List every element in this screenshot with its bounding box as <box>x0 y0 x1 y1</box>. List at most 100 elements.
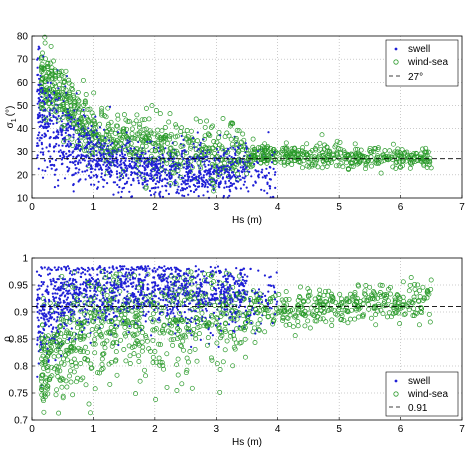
swell-point <box>198 170 201 173</box>
swell-point <box>130 183 133 186</box>
wind-sea-point <box>212 302 218 308</box>
swell-point <box>166 291 170 294</box>
swell-point <box>164 171 167 174</box>
swell-point <box>137 279 140 282</box>
swell-point <box>85 156 88 159</box>
wind-sea-point <box>157 111 163 117</box>
wind-sea-point <box>99 136 105 142</box>
wind-sea-point <box>45 363 51 369</box>
swell-point <box>53 186 57 189</box>
swell-point <box>129 278 132 281</box>
swell-point <box>146 158 150 161</box>
wind-sea-point <box>408 160 414 166</box>
swell-point <box>38 111 41 115</box>
swell-point <box>84 170 87 173</box>
swell-point <box>125 169 128 172</box>
wind-sea-point <box>142 137 148 143</box>
swell-point <box>40 95 43 98</box>
swell-point <box>41 332 44 335</box>
swell-point <box>126 139 129 142</box>
wind-sea-point <box>99 289 105 295</box>
swell-point <box>59 301 62 304</box>
wind-sea-point <box>68 379 74 385</box>
wind-sea-point <box>227 293 233 299</box>
wind-sea-point <box>68 331 74 337</box>
wind-sea-point <box>238 144 244 150</box>
swell-point <box>61 112 64 115</box>
wind-sea-point <box>109 318 115 324</box>
wind-sea-point <box>236 128 242 134</box>
swell-point <box>215 292 218 295</box>
swell-point <box>271 153 274 157</box>
swell-point <box>263 274 266 277</box>
wind-sea-point <box>319 153 325 159</box>
swell-point <box>84 115 87 118</box>
swell-point <box>167 289 170 292</box>
wind-sea-point <box>69 86 75 92</box>
swell-point <box>98 126 102 129</box>
wind-sea-point <box>262 329 268 335</box>
swell-point <box>87 160 90 163</box>
wind-sea-point <box>59 95 65 101</box>
swell-point <box>203 163 206 166</box>
swell-point <box>75 280 78 283</box>
swell-point <box>57 114 60 118</box>
wind-sea-point <box>215 146 221 152</box>
swell-point <box>80 272 83 275</box>
swell-point <box>62 327 66 330</box>
wind-sea-point <box>131 121 137 127</box>
wind-sea-point <box>314 157 320 163</box>
wind-sea-point <box>71 94 77 100</box>
swell-point <box>241 298 244 301</box>
swell-point <box>69 153 72 156</box>
swell-point <box>108 277 111 280</box>
swell-point <box>141 306 144 309</box>
swell-point <box>266 192 269 195</box>
wind-sea-point <box>390 141 396 147</box>
swell-point <box>77 288 80 291</box>
swell-point <box>54 137 57 140</box>
swell-point <box>59 127 62 130</box>
swell-point <box>41 312 44 315</box>
swell-point <box>204 279 207 282</box>
swell-point <box>136 265 139 269</box>
swell-point <box>257 173 260 176</box>
swell-point <box>206 169 209 172</box>
swell-point <box>273 286 276 289</box>
swell-point <box>250 321 253 325</box>
wind-sea-point <box>160 363 166 368</box>
swell-point <box>47 292 50 296</box>
swell-point <box>196 131 199 134</box>
swell-point <box>85 154 88 157</box>
swell-point <box>130 147 133 150</box>
wind-sea-point <box>181 131 187 137</box>
swell-point <box>241 171 244 174</box>
swell-point <box>52 114 55 117</box>
swell-point <box>206 155 209 158</box>
wind-sea-point <box>105 124 111 129</box>
swell-point <box>176 188 179 191</box>
swell-point <box>54 145 57 148</box>
swell-point <box>123 182 127 185</box>
swell-point <box>95 154 98 157</box>
x-tick-label: 0 <box>29 202 35 213</box>
swell-point <box>143 160 146 163</box>
swell-point <box>72 295 75 298</box>
swell-point <box>124 166 127 169</box>
swell-point <box>211 334 214 337</box>
wind-sea-point <box>164 384 170 390</box>
swell-point <box>65 298 68 301</box>
wind-sea-point <box>68 344 74 350</box>
swell-point <box>98 265 101 268</box>
wind-sea-point <box>134 112 140 118</box>
swell-point <box>190 320 193 323</box>
swell-point <box>205 179 208 182</box>
swell-point <box>257 269 260 272</box>
swell-point <box>97 311 100 314</box>
wind-sea-point <box>192 332 198 338</box>
wind-sea-point <box>425 290 430 296</box>
swell-point <box>193 294 196 297</box>
wind-sea-point <box>108 318 114 324</box>
swell-point <box>72 155 75 158</box>
swell-point <box>217 345 220 348</box>
